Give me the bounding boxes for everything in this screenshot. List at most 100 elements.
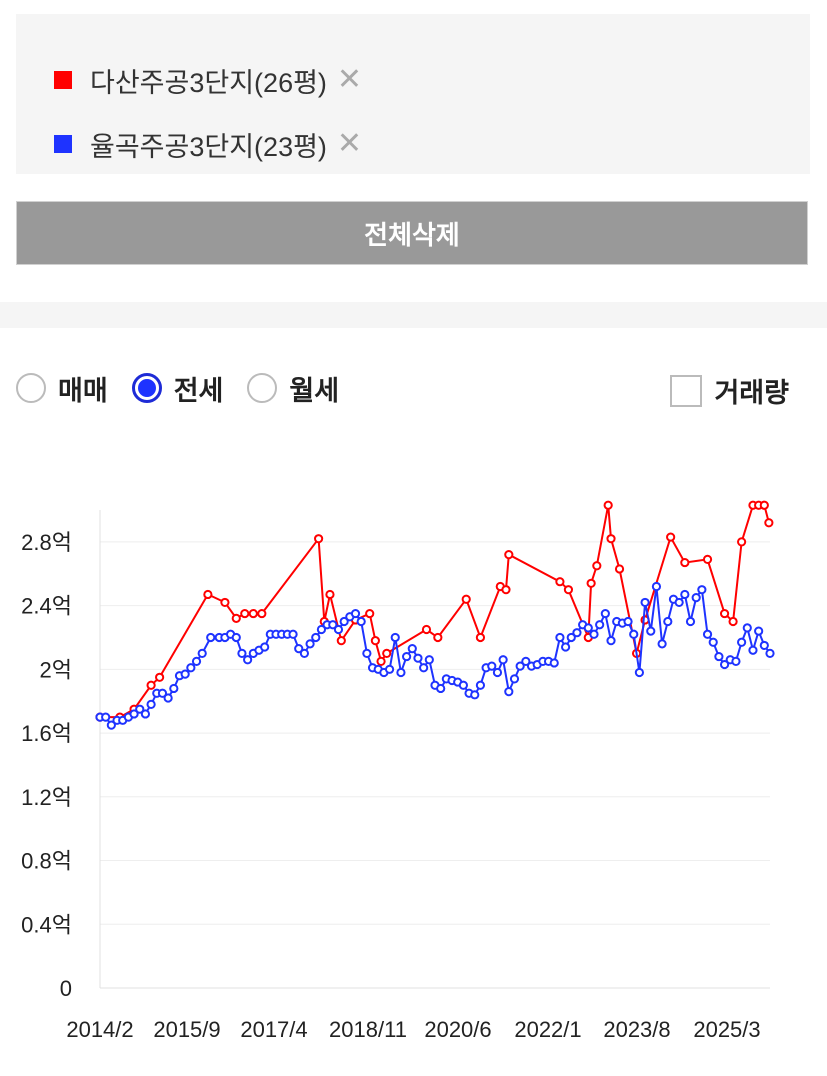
data-point [231,613,241,623]
compare-item-2: 율곡주공3단지(23평) ✕ [54,124,362,164]
compare-list: 다산주공3단지(26평) ✕ 율곡주공3단지(23평) ✕ [16,14,810,174]
data-point [413,653,423,663]
volume-label: 거래량 [714,378,789,408]
radio-sale[interactable]: 매매 [16,369,108,408]
data-point [257,608,267,619]
data-point [555,577,565,587]
data-point [155,672,165,682]
data-point [299,648,310,658]
data-point [566,632,576,643]
data-point [140,709,151,719]
data-point [390,632,400,643]
data-point [402,651,412,662]
radio-circle-selected[interactable] [131,373,162,403]
data-point [314,534,324,544]
radio-jeonse[interactable]: 전세 [131,369,224,408]
data-point [231,632,241,643]
data-point [492,667,503,678]
data-point [504,687,514,697]
data-point [305,639,315,649]
data-point [243,655,253,665]
data-point [674,597,684,608]
data-point [754,626,764,636]
close-icon[interactable]: ✕ [336,63,363,96]
data-point [555,632,565,643]
volume-checkbox[interactable]: 거래량 [670,371,789,410]
chart-grid [99,510,770,989]
data-point [680,589,690,600]
data-point [737,637,747,647]
data-point [764,518,774,528]
data-point [714,651,724,662]
data-point [731,656,741,666]
data-point [336,636,346,646]
data-point [563,585,574,595]
compare-item-1: 다산주공3단지(26평) ✕ [54,60,362,100]
data-point [163,693,173,703]
data-point [748,645,758,655]
data-point [260,642,270,652]
data-point [719,608,730,619]
radio-label: 전세 [173,375,224,406]
data-point [370,636,380,646]
data-point [146,680,156,690]
data-point [376,656,386,666]
data-point [515,661,525,671]
delete-all-button[interactable]: 전체삭제 [16,201,808,265]
data-point [592,561,602,571]
y-tick-label: 0 [60,976,72,1001]
data-point [759,500,769,510]
data-point [708,637,718,647]
data-point [651,581,662,592]
data-point [248,608,258,619]
data-point [294,644,304,654]
data-point [583,623,593,633]
data-point [549,658,559,668]
radio-monthly-rent[interactable]: 월세 [247,369,339,408]
data-point [737,537,747,547]
data-point [501,585,511,595]
data-point [606,636,616,646]
data-point [521,656,531,666]
data-point [666,532,676,542]
data-point [339,616,349,627]
data-point [702,629,713,639]
compare-item-name: 율곡주공3단지(23평) [90,131,327,162]
radio-circle[interactable] [16,373,46,403]
checkbox-box[interactable] [670,374,703,407]
data-point [396,667,406,678]
y-tick-label: 2.4억 [21,594,72,619]
data-point [742,623,752,633]
price-line-chart: 0 0.4억 0.8억 1.2억 1.6억 2억 2.4억 2.8억 2014/2 2015/9… [21,500,775,1042]
data-point [697,585,707,595]
data-point [572,628,582,638]
data-point [350,608,361,619]
data-point [680,557,690,568]
data-point [311,632,321,643]
x-axis-ticks: 2014/2 2015/9 2017/4 2018/11 2020/6 2022/1 202… [66,1017,760,1042]
x-tick-label: 2022/1 [514,1017,581,1042]
data-point [498,655,508,665]
data-point [288,629,298,639]
x-tick-label: 2020/6 [424,1017,491,1042]
data-point [487,661,497,671]
data-point [759,640,769,651]
y-tick-label: 2억 [40,657,72,682]
data-point [765,648,775,658]
data-point [157,688,168,698]
radio-circle[interactable] [247,373,278,403]
section-divider [0,302,827,328]
close-icon[interactable]: ✕ [336,127,363,160]
legend-swatch-blue [54,135,72,153]
data-point [220,597,230,608]
data-point [504,550,514,560]
data-point [407,644,417,654]
data-point [197,648,207,658]
data-point [623,616,633,627]
y-tick-label: 0.4억 [21,912,72,937]
data-point [719,659,730,670]
data-point [325,589,335,600]
data-point [470,690,480,700]
data-point [663,616,673,627]
data-point [356,616,366,627]
